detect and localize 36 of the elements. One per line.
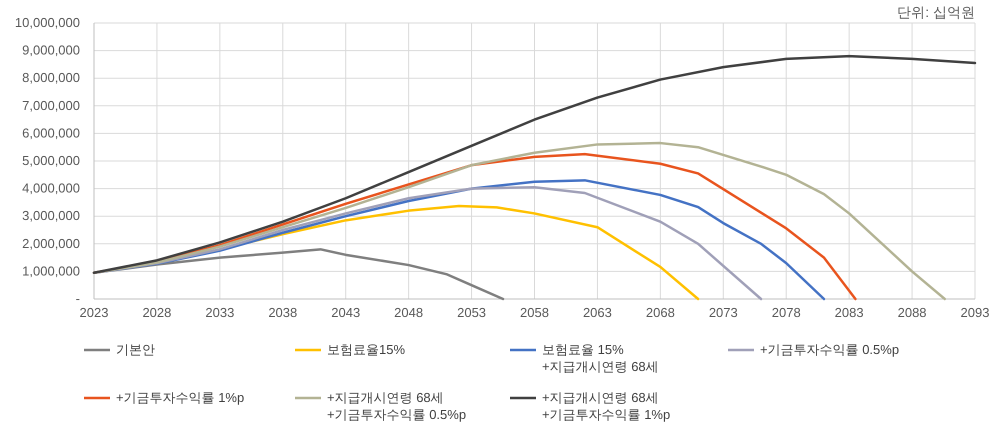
x-tick-label: 2038 bbox=[268, 305, 298, 320]
x-tick-label: 2073 bbox=[708, 305, 738, 320]
x-tick-label: 2028 bbox=[142, 305, 172, 320]
x-tick-label: 2078 bbox=[772, 305, 801, 320]
x-tick-label: 2068 bbox=[646, 305, 675, 320]
line-series bbox=[92, 54, 976, 274]
y-tick-label: 9,000,000 bbox=[22, 42, 80, 58]
x-tick-label: 2048 bbox=[394, 305, 424, 320]
x-tick-label: 2043 bbox=[331, 305, 360, 320]
legend-label: +기금투자수익률 1%p bbox=[116, 390, 244, 405]
y-tick-label: 6,000,000 bbox=[22, 125, 80, 140]
x-tick-label: 2058 bbox=[520, 305, 549, 320]
x-tick-label: 2083 bbox=[834, 305, 864, 320]
y-tick-label: 10,000,000 bbox=[14, 15, 80, 30]
x-tick-label: 2093 bbox=[960, 305, 990, 320]
legend-label: 보험료율 15% +지급개시연령 68세 bbox=[542, 342, 659, 374]
y-tick-label: 7,000,000 bbox=[22, 98, 80, 113]
y-tick-label: 3,000,000 bbox=[22, 208, 80, 224]
x-tick-label: 2088 bbox=[898, 305, 927, 320]
y-tick-label: - bbox=[76, 291, 80, 306]
text: 단위: 십억원 bbox=[897, 4, 975, 20]
x-tick-label: 2033 bbox=[205, 305, 234, 320]
x-tick-label: 2063 bbox=[582, 305, 612, 320]
x-tick-label: 2053 bbox=[457, 305, 486, 320]
legend-label: +지급개시연령 68세 +기금투자수익률 1%p bbox=[542, 390, 670, 422]
y-tick-label: 5,000,000 bbox=[22, 153, 80, 168]
y-tick-label: 4,000,000 bbox=[22, 180, 80, 196]
line-series bbox=[92, 142, 946, 300]
y-tick-label: 2,000,000 bbox=[22, 236, 80, 251]
y-tick-label: 8,000,000 bbox=[22, 70, 80, 86]
legend-label: +지급개시연령 68세 +기금투자수익률 0.5%p bbox=[327, 390, 466, 422]
x-tick-label: 2023 bbox=[80, 305, 108, 320]
y-tick-label: 1,000,000 bbox=[22, 263, 80, 278]
legend-label: 보험료율15% bbox=[327, 342, 406, 357]
legend-label: +기금투자수익률 0.5%p bbox=[760, 342, 900, 357]
legend-label: 기본안 bbox=[116, 342, 155, 357]
